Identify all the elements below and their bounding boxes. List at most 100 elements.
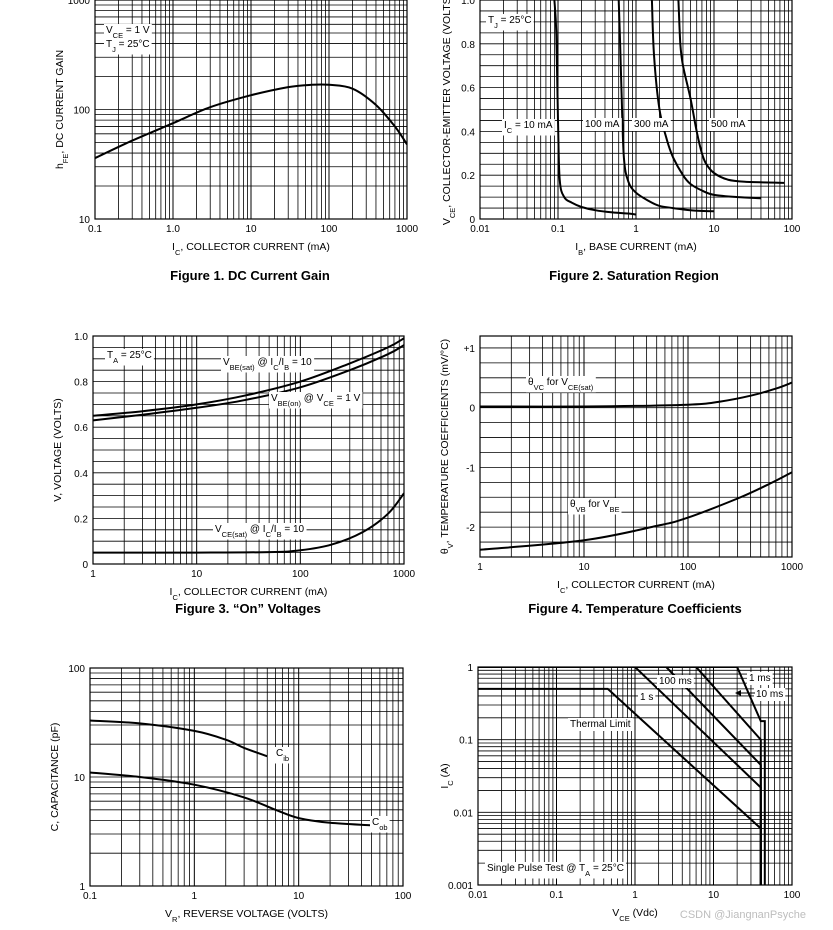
fig5-series-0 <box>90 719 268 758</box>
fig2-annotation-tj: TJ = 25°C <box>488 15 532 30</box>
fig4-caption: Figure 4. Temperature Coefficients <box>528 601 742 616</box>
fig1-annotation-vce-bg <box>104 24 152 41</box>
fig4-plot-frame <box>479 335 793 558</box>
fig1-chart: 0.1 1.0 10 100 1000 10 100 1000 IC, COLLECTOR CU… <box>54 0 419 283</box>
fig2-label-100ma-bg <box>583 118 622 131</box>
fig6-x-tick-label: 0.1 <box>550 890 564 901</box>
fig4-x-tick-label: 100 <box>680 562 697 573</box>
fig2-label-10ma: IC = 10 mA <box>504 120 553 135</box>
fig6-x-tick-label: 100 <box>784 890 801 901</box>
fig1-x-tick-label: 1000 <box>396 224 419 235</box>
fig6-annotation-single-pulse: Single Pulse Test @ TA = 25°C <box>487 863 624 878</box>
fig3-x-tick-label: 100 <box>292 569 309 580</box>
fig5-label-cob: Cob <box>372 817 388 832</box>
fig5-series-1 <box>90 771 372 827</box>
fig3-x-axis-label: IC, COLLECTOR CURRENT (mA) <box>170 586 328 602</box>
fig3-label-vce-sat: VCE(sat) @ IC/IB = 10 <box>215 524 305 539</box>
fig5-x-tick-label: 0.1 <box>83 891 97 902</box>
fig5-y-tick-label: 1 <box>79 882 85 893</box>
fig1-annotation-tj-bg <box>104 38 152 55</box>
fig6-10ms-arrowhead <box>735 690 741 696</box>
fig4-label-theta-vb-bg <box>568 498 622 515</box>
fig3-x-tick-label: 10 <box>191 569 203 580</box>
fig4-label-theta-vc-bg <box>526 376 596 393</box>
fig3-label-vbe-sat: VBE(sat) @ IC/IB = 10 <box>223 357 312 372</box>
fig1-annotation-vce: VCE = 1 V <box>106 25 150 40</box>
fig6-label-thermal-limit: Thermal Limit <box>570 719 631 730</box>
fig5-x-axis-label: VR, REVERSE VOLTAGE (VOLTS) <box>165 908 328 924</box>
fig1-x-tick-label: 1.0 <box>166 224 180 235</box>
fig2-series-0 <box>553 0 637 216</box>
fig3-annotation-ta-bg <box>105 349 154 366</box>
fig1-x-axis-label: IC, COLLECTOR CURRENT (mA) <box>172 241 330 257</box>
fig2-label-100ma: 100 mA <box>585 119 620 130</box>
fig2-chart: 0.01 0.1 1 10 100 0 0.2 0.4 0.6 0.8 1.0 IB, BASE CU… <box>441 0 801 283</box>
fig1-y-tick-label: 10 <box>79 215 91 226</box>
fig6-y-tick-label: 0.1 <box>459 736 473 747</box>
fig5-y-tick-label: 10 <box>74 773 86 784</box>
fig6-x-tick-label: 1 <box>632 890 638 901</box>
fig6-y-tick-label: 0.01 <box>454 808 474 819</box>
fig1-y-tick-label: 100 <box>73 106 90 117</box>
fig2-series-2 <box>650 0 762 200</box>
fig2-y-tick-label: 0.8 <box>461 40 475 51</box>
fig3-series-2 <box>93 492 404 554</box>
fig6-y-tick-label: 1 <box>467 663 473 674</box>
fig3-chart: 1 10 100 1000 0 0.2 0.4 0.6 0.8 1.0 IC, COLLECTOR … <box>52 332 416 616</box>
fig4-y-tick-label: -2 <box>466 523 475 534</box>
fig4-x-tick-label: 1000 <box>781 562 804 573</box>
fig6-x-tick-label: 0.01 <box>468 890 488 901</box>
fig2-x-tick-label: 0.1 <box>551 224 565 235</box>
fig3-y-tick-label: 0.2 <box>74 514 88 525</box>
fig4-y-axis-label: θV, TEMPERATURE COEFFICIENTS (mV/°C) <box>439 339 455 554</box>
fig6-series-4 <box>478 687 762 885</box>
fig6-annotation-single-pulse-bg <box>485 862 626 879</box>
fig3-annotation-ta: TA = 25°C <box>107 350 152 365</box>
fig6-y-axis-label: IC (A) <box>439 763 455 788</box>
fig4-series-1 <box>480 471 792 551</box>
fig2-y-tick-label: 0.4 <box>461 127 475 138</box>
fig2-series-3 <box>677 0 785 184</box>
fig1-y-tick-label: 1000 <box>68 0 91 7</box>
fig2-label-10ma-bg <box>502 119 555 136</box>
fig3-x-tick-label: 1000 <box>393 569 416 580</box>
fig5-y-axis-label: C, CAPACITANCE (pF) <box>49 723 61 832</box>
fig2-label-500ma: 500 mA <box>711 119 746 130</box>
fig6-series-0 <box>478 667 766 885</box>
fig3-label-vce-sat-bg <box>213 523 307 540</box>
fig2-series-1 <box>617 0 715 213</box>
fig2-x-tick-label: 10 <box>708 224 720 235</box>
fig6-y-tick-label: 0.001 <box>448 881 473 892</box>
fig3-y-tick-label: 1.0 <box>74 332 88 343</box>
fig4-x-axis-label: IC, COLLECTOR CURRENT (mA) <box>557 579 715 595</box>
fig2-x-tick-label: 1 <box>633 224 639 235</box>
fig2-caption: Figure 2. Saturation Region <box>549 268 719 283</box>
fig4-x-tick-label: 1 <box>477 562 483 573</box>
fig6-label-1s: 1 s <box>640 692 653 703</box>
fig1-y-axis-label: hFE, DC CURRENT GAIN <box>54 50 70 169</box>
fig2-y-axis-label: VCE, COLLECTOR-EMITTER VOLTAGE (VOLTS) <box>441 0 457 225</box>
fig5-y-tick-label: 100 <box>68 664 85 675</box>
fig5-label-cob-bg <box>370 816 390 833</box>
fig3-series-0 <box>93 337 404 417</box>
fig6-label-thermal-limit-bg <box>568 718 633 731</box>
fig5-x-tick-label: 100 <box>395 891 412 902</box>
fig2-y-tick-label: 0.2 <box>461 171 475 182</box>
fig1-x-tick-label: 0.1 <box>88 224 102 235</box>
fig3-y-tick-label: 0 <box>82 560 88 571</box>
fig4-label-theta-vb: θVB for VBE <box>570 499 620 514</box>
fig6-label-1s-bg <box>638 691 656 704</box>
fig6-x-axis-label: VCE (Vdc) <box>612 907 657 923</box>
fig6-label-1ms-bg <box>747 672 773 685</box>
fig3-label-vbe-sat-bg <box>221 356 315 373</box>
fig4-x-tick-label: 10 <box>578 562 590 573</box>
fig1-x-tick-label: 100 <box>321 224 338 235</box>
fig1-caption: Figure 1. DC Current Gain <box>170 268 330 283</box>
fig6-label-10ms: 10 ms <box>756 689 783 700</box>
fig5-x-tick-label: 10 <box>293 891 305 902</box>
fig4-series-0 <box>480 381 792 408</box>
fig5-label-cib-bg <box>274 747 292 764</box>
